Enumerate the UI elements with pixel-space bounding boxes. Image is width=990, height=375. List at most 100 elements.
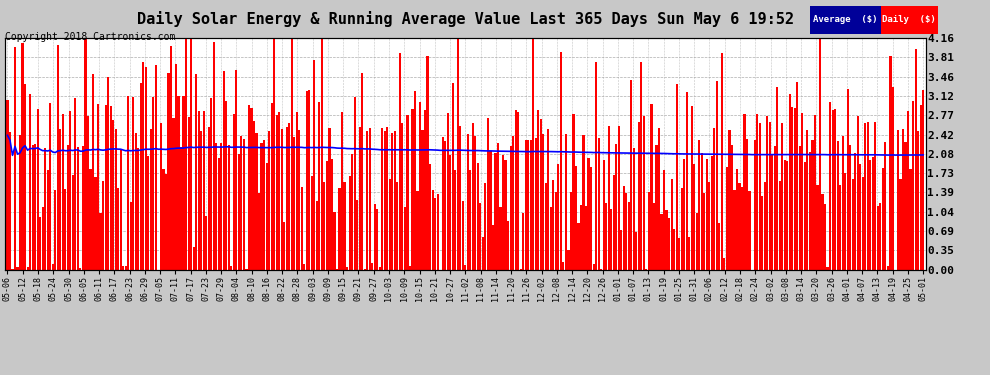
Bar [650, 104, 652, 270]
Bar [510, 146, 512, 270]
Bar [641, 62, 643, 270]
Bar [543, 134, 545, 270]
Bar [598, 138, 600, 270]
Bar [544, 183, 546, 270]
Bar [140, 83, 142, 270]
Bar [246, 269, 248, 270]
Bar [105, 105, 107, 270]
Bar [454, 170, 456, 270]
Bar [535, 138, 537, 270]
Bar [386, 127, 388, 270]
Bar [856, 116, 858, 270]
Bar [429, 164, 432, 270]
Bar [844, 173, 846, 270]
Bar [768, 122, 771, 270]
Bar [177, 96, 179, 270]
Bar [61, 114, 64, 270]
Bar [559, 52, 562, 270]
Bar [499, 207, 502, 270]
Bar [27, 267, 29, 270]
Bar [236, 70, 238, 270]
Bar [344, 182, 346, 270]
Bar [713, 128, 716, 270]
Bar [296, 112, 298, 270]
Bar [910, 169, 912, 270]
Bar [319, 102, 321, 270]
Bar [213, 42, 215, 270]
Bar [889, 56, 892, 270]
Bar [557, 164, 559, 270]
Bar [64, 189, 66, 270]
Bar [497, 143, 499, 270]
Bar [107, 77, 109, 270]
Bar [540, 119, 542, 270]
Bar [680, 188, 683, 270]
Bar [861, 177, 864, 270]
Bar [776, 87, 778, 270]
Text: Daily Solar Energy & Running Average Value Last 365 Days Sun May 6 19:52: Daily Solar Energy & Running Average Val… [137, 11, 794, 27]
Bar [698, 140, 700, 270]
Bar [422, 130, 424, 270]
Bar [165, 174, 167, 270]
Bar [120, 150, 122, 270]
Bar [851, 179, 853, 270]
Bar [112, 120, 114, 270]
Bar [652, 203, 655, 270]
Bar [200, 130, 202, 270]
Bar [840, 185, 842, 270]
Bar [585, 206, 587, 270]
Bar [549, 207, 551, 270]
Bar [819, 38, 821, 270]
Bar [152, 97, 154, 270]
Bar [329, 128, 331, 270]
Bar [469, 170, 471, 270]
Bar [143, 62, 145, 270]
Bar [185, 38, 187, 270]
Bar [817, 185, 819, 270]
Bar [786, 161, 788, 270]
Bar [42, 207, 44, 270]
Bar [434, 198, 437, 270]
Bar [708, 182, 711, 270]
Bar [406, 115, 409, 270]
Bar [326, 161, 328, 270]
Bar [663, 170, 665, 270]
Bar [484, 183, 486, 270]
Bar [77, 147, 79, 270]
Bar [907, 111, 909, 270]
Bar [363, 269, 365, 270]
Bar [716, 81, 718, 270]
Bar [631, 80, 633, 270]
Bar [608, 126, 610, 270]
Bar [877, 206, 879, 270]
Bar [275, 116, 278, 270]
Bar [135, 133, 137, 270]
Bar [376, 209, 378, 270]
Bar [265, 163, 267, 270]
Bar [14, 47, 16, 270]
Bar [505, 160, 507, 270]
Bar [182, 96, 184, 270]
Bar [205, 216, 207, 270]
Bar [389, 179, 391, 270]
Bar [228, 145, 230, 270]
Bar [884, 142, 886, 270]
Bar [806, 130, 809, 270]
Bar [743, 114, 745, 270]
Bar [59, 129, 61, 270]
Bar [577, 223, 579, 270]
Bar [603, 160, 605, 270]
Bar [241, 136, 243, 270]
Bar [138, 148, 140, 270]
Bar [29, 94, 31, 270]
Bar [487, 118, 489, 270]
Bar [842, 135, 843, 270]
Bar [753, 140, 755, 270]
Bar [316, 201, 318, 270]
Bar [920, 105, 922, 270]
Bar [226, 101, 228, 270]
Bar [351, 153, 353, 270]
Bar [115, 129, 117, 270]
Bar [905, 142, 907, 270]
Bar [12, 269, 14, 270]
